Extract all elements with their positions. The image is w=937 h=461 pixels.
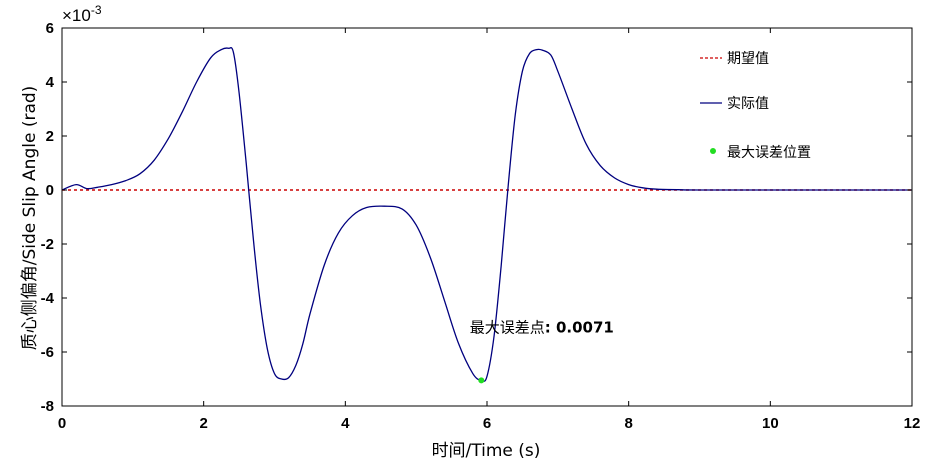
x-tick-label: 2 [199,415,207,432]
y-tick-label: -2 [41,236,54,253]
y-axis-ticks: 6 4 2 0 -2 -4 -6 -8 [41,20,912,415]
legend: 期望值 实际值 最大误差位置 [700,51,811,161]
x-axis-ticks: 0 2 4 6 8 10 12 [58,28,921,432]
y-exponent-label: ×10-3 [62,3,102,25]
x-tick-label: 0 [58,415,66,432]
x-tick-label: 6 [483,415,491,432]
x-axis-label: 时间/Time (s) [432,441,541,461]
max-error-annotation-label: 最大误差点 [470,319,545,337]
y-tick-label: 6 [46,20,54,37]
max-error-annotation: 最大误差点: 0.0071 [470,319,614,337]
legend-label-actual: 实际值 [727,96,769,112]
x-tick-label: 12 [904,415,921,432]
y-tick-label: -4 [41,290,55,307]
x-tick-label: 4 [341,415,350,432]
max-error-marker [478,377,485,384]
legend-label-desired: 期望值 [727,51,769,67]
legend-label-max-error: 最大误差位置 [727,145,811,161]
x-tick-label: 8 [624,415,632,432]
y-tick-label: -8 [41,398,54,415]
y-tick-label: 4 [46,74,55,91]
series-line-actual [61,47,912,382]
y-exponent-base: ×10 [62,6,91,25]
x-tick-label: 10 [762,415,779,432]
plot-frame [61,27,913,407]
y-axis-label: 质心侧偏角/Side Slip Angle (rad) [20,86,40,351]
max-error-annotation-value: : 0.0071 [545,319,614,337]
plot-area [61,27,913,407]
y-tick-label: -6 [41,344,54,361]
legend-swatch-max-error [710,148,716,154]
y-tick-label: 0 [46,182,54,199]
y-exponent-power: -3 [91,3,102,17]
y-tick-label: 2 [46,128,54,145]
